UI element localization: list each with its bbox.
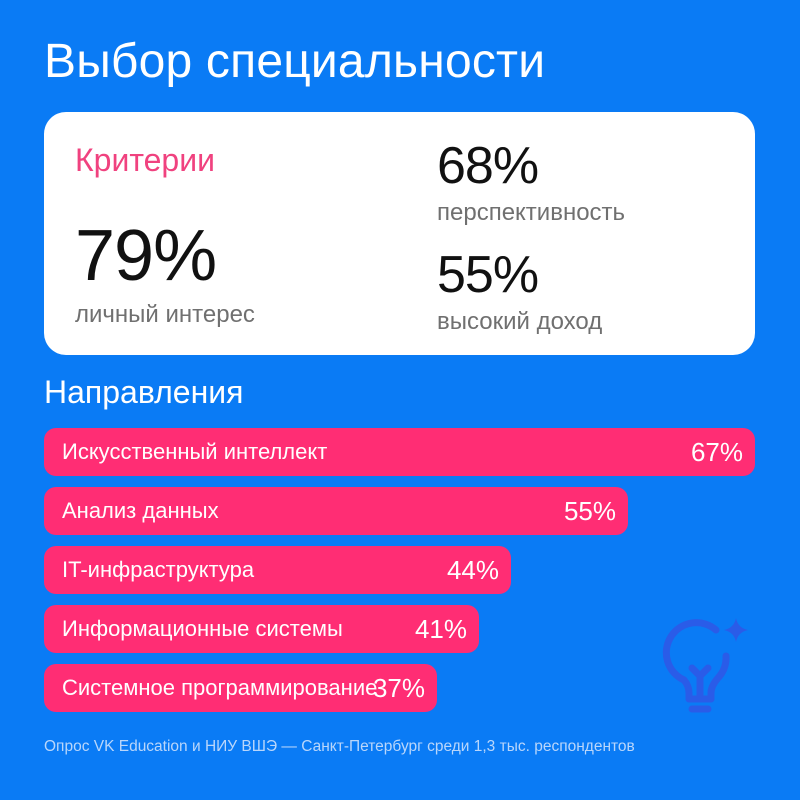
bar: Искусственный интеллект 67% <box>44 428 755 476</box>
source-footnote: Опрос VK Education и НИУ ВШЭ — Санкт-Пет… <box>44 738 635 755</box>
criteria-stat-prospects: 68% перспективность <box>437 140 625 228</box>
bar-category-label: IT-инфраструктура <box>62 557 255 582</box>
bar: IT-инфраструктура 44% <box>44 546 511 594</box>
bar-value-label: 67% <box>690 437 743 467</box>
bar-value-label: 44% <box>446 555 499 585</box>
directions-heading: Направления <box>44 374 244 410</box>
bar-category-label: Анализ данных <box>62 498 219 523</box>
bar-category-label: Информационные системы <box>62 616 343 641</box>
criteria-stat-value: 55% <box>437 246 539 304</box>
criteria-card: Критерии 79% личный интерес 68% перспект… <box>44 112 755 355</box>
bar-value-label: 55% <box>563 496 616 526</box>
criteria-heading: Критерии <box>75 142 215 178</box>
bar-value-label: 37% <box>372 673 425 703</box>
criteria-main-stat: 79% личный интерес <box>75 220 255 330</box>
bar-category-label: Искусственный интеллект <box>62 439 328 464</box>
directions-bar-chart: Искусственный интеллект 67% Анализ данных 5… <box>44 428 755 720</box>
criteria-main-value: 79% <box>75 216 217 296</box>
criteria-stat-income: 55% высокий доход <box>437 249 602 337</box>
bar-value-label: 41% <box>414 614 467 644</box>
criteria-stat-label: перспективность <box>437 199 626 226</box>
bar: Системное программирование 37% <box>44 664 437 712</box>
bar-category-label: Системное программирование <box>62 675 378 700</box>
criteria-stat-value: 68% <box>437 137 539 195</box>
criteria-main-label: личный интерес <box>75 301 255 328</box>
criteria-stat-label: высокий доход <box>437 308 603 335</box>
bar: Анализ данных 55% <box>44 487 628 535</box>
bar: Информационные системы 41% <box>44 605 479 653</box>
lightbulb-sparkle-icon <box>662 618 748 713</box>
page-title: Выбор специальности <box>44 35 546 88</box>
